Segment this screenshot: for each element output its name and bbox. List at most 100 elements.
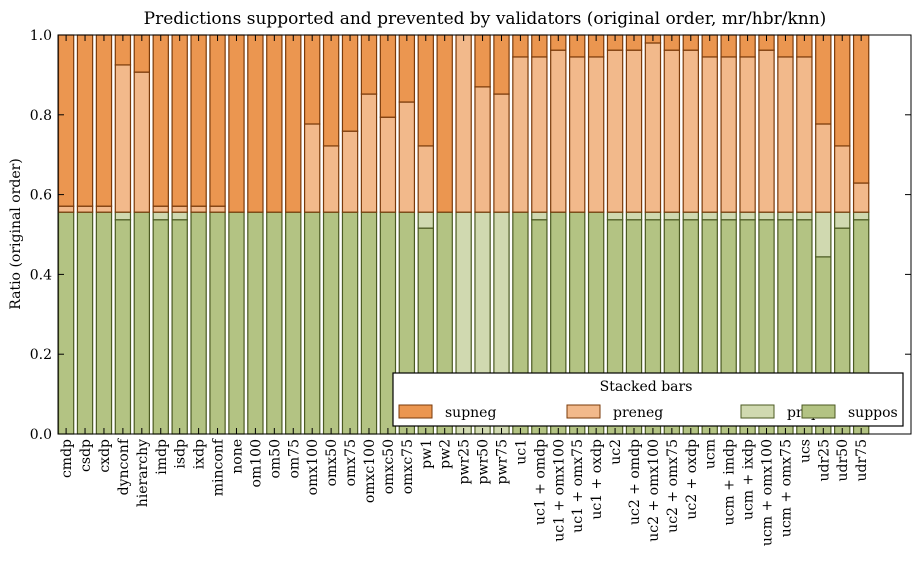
- bar-suppos: [114, 219, 132, 435]
- x-tick-label: om50: [267, 439, 283, 479]
- x-tick-label: ucm + ixdp: [741, 439, 757, 520]
- x-tick-label: omx100: [305, 439, 321, 495]
- bar-suppos: [57, 211, 75, 435]
- x-tick-label: om75: [286, 439, 302, 479]
- bar-supneg: [152, 34, 169, 207]
- bar-supneg: [285, 34, 302, 213]
- x-tick-label: omx75: [343, 439, 359, 486]
- x-tick-label: ucm: [703, 439, 719, 469]
- bar-preneg: [152, 205, 169, 213]
- bar-preneg: [796, 56, 813, 213]
- x-tick-label: uc1 + oxdp: [589, 439, 605, 520]
- bar-preneg: [587, 56, 605, 213]
- bar-prepos: [682, 211, 699, 221]
- x-tick-label: uc2 + omx100: [646, 439, 662, 542]
- bar-preneg: [758, 49, 775, 213]
- bar-suppos: [247, 211, 264, 435]
- bar-preneg: [531, 56, 548, 213]
- bar-preneg: [550, 49, 567, 213]
- x-tick-label: ucs: [797, 439, 813, 463]
- bar-prepos: [152, 211, 169, 221]
- x-tick-label: isdp: [173, 439, 189, 469]
- x-tick-label: uc1 + omx100: [551, 439, 567, 542]
- bar-preneg: [171, 205, 188, 213]
- x-tick-label: omxc50: [381, 439, 397, 494]
- bar-preneg: [644, 42, 662, 213]
- bar-supneg: [834, 34, 851, 147]
- bar-supneg: [322, 34, 340, 147]
- bar-preneg: [379, 116, 397, 213]
- x-tick-label: pw2: [438, 439, 454, 469]
- bar-prepos: [114, 211, 132, 221]
- x-tick-label: uc2 + omx75: [665, 439, 681, 533]
- legend-swatch-supneg: [398, 404, 433, 419]
- bar-preneg: [95, 205, 113, 213]
- bar-preneg: [474, 86, 491, 213]
- x-tick-label: pw1: [419, 439, 435, 469]
- bar-preneg: [209, 205, 226, 213]
- bar-prepos: [701, 211, 718, 221]
- bar-preneg: [455, 34, 472, 213]
- bar-supneg: [360, 34, 378, 95]
- bars-group: [57, 34, 870, 435]
- bar-suppos: [133, 211, 151, 435]
- x-tick-label: omx50: [324, 439, 340, 486]
- x-tick-label: dynconf: [116, 437, 132, 495]
- bar-preneg: [322, 145, 340, 213]
- bar-preneg: [569, 56, 586, 213]
- legend-swatch-suppos: [801, 404, 836, 419]
- bar-prepos: [417, 211, 434, 229]
- x-axis: cmdp csdp cxdp dynconf hierarchy imdp isdp ixdp…: [59, 35, 870, 546]
- bar-supneg: [398, 34, 416, 103]
- bar-prepos: [852, 211, 870, 221]
- x-tick-label: omxc75: [400, 439, 416, 494]
- bar-preneg: [417, 145, 434, 213]
- bar-supneg: [209, 34, 226, 207]
- bar-prepos: [625, 211, 643, 221]
- x-tick-label: pwr25: [457, 439, 473, 484]
- x-tick-label: uc1 + omdp: [532, 439, 548, 525]
- x-tick-label: ucm + omx75: [778, 439, 794, 537]
- bar-preneg: [663, 49, 681, 213]
- x-tick-label: uc2 + oxdp: [684, 439, 700, 520]
- bar-suppos: [190, 211, 207, 435]
- y-axis-label: Ratio (original order): [8, 158, 24, 310]
- x-tick-label: none: [229, 439, 245, 474]
- bar-supneg: [493, 34, 510, 95]
- bar-preneg: [720, 56, 737, 213]
- x-tick-label: uc2: [608, 439, 624, 465]
- y-tick-label: 0.2: [30, 347, 52, 363]
- bar-preneg: [114, 64, 132, 213]
- x-tick-label: imdp: [154, 439, 170, 475]
- bar-preneg: [493, 93, 510, 213]
- bar-preneg: [815, 123, 832, 213]
- bar-preneg: [360, 93, 378, 213]
- x-tick-label: pwr75: [494, 439, 510, 484]
- bar-preneg: [777, 56, 794, 213]
- bar-prepos: [606, 211, 624, 221]
- bar-supneg: [171, 34, 188, 207]
- bar-prepos: [777, 211, 794, 221]
- x-tick-label: ucm + omx100: [760, 439, 776, 546]
- x-tick-label: om100: [248, 439, 264, 487]
- bar-preneg: [834, 145, 851, 213]
- bar-supneg: [303, 34, 321, 125]
- bar-prepos: [815, 211, 832, 258]
- x-tick-label: ixdp: [192, 439, 208, 469]
- bar-prepos: [663, 211, 681, 221]
- bar-supneg: [247, 34, 264, 213]
- x-tick-label: udr50: [835, 439, 851, 482]
- x-tick-label: uc2 + omdp: [627, 439, 643, 525]
- legend-swatch-preneg: [566, 404, 601, 419]
- x-tick-label: hierarchy: [135, 439, 151, 507]
- x-tick-label: uc1 + omx75: [570, 439, 586, 533]
- bar-prepos: [796, 211, 813, 221]
- x-tick-label: csdp: [78, 439, 94, 472]
- bar-preneg: [398, 101, 416, 213]
- bar-suppos: [322, 211, 340, 435]
- bar-prepos: [531, 211, 548, 221]
- bar-suppos: [228, 211, 245, 435]
- bar-preneg: [57, 205, 75, 213]
- bar-preneg: [625, 49, 643, 213]
